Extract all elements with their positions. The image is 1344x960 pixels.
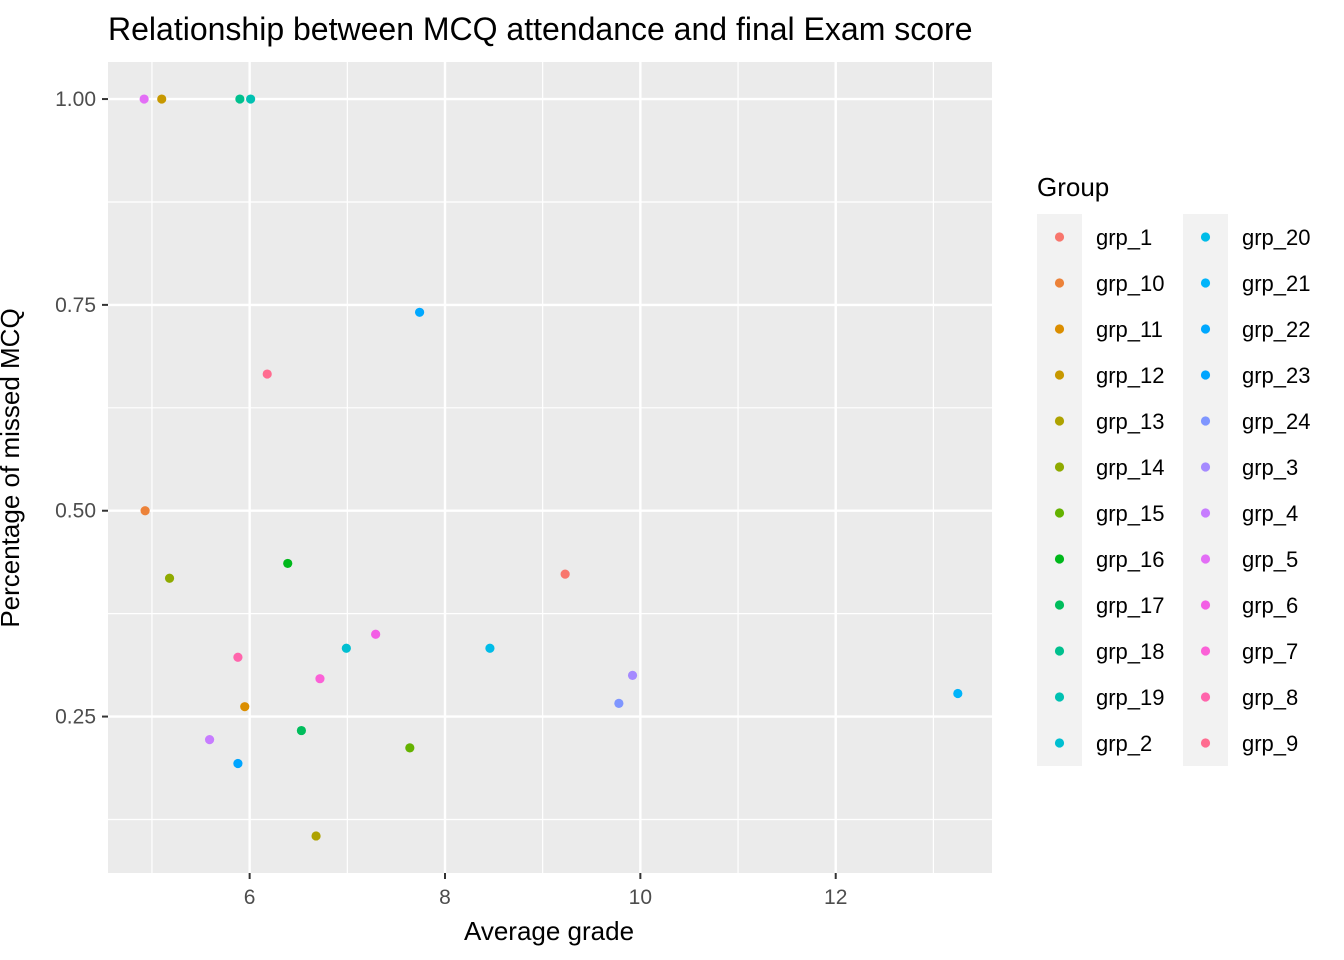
legend-label-grp-12: grp_12 [1096, 363, 1165, 388]
legend-label-grp-16: grp_16 [1096, 547, 1165, 572]
point-grp-1 [560, 569, 570, 579]
legend-key-grp-4 [1200, 508, 1211, 518]
x-axis-title: Average grade [464, 916, 634, 946]
legend-key-grp-17 [1054, 600, 1065, 610]
legend-label-grp-10: grp_10 [1096, 271, 1165, 296]
point-grp-9 [262, 369, 272, 379]
y-tick-label: 0.25 [55, 706, 96, 729]
x-tick-label: 12 [824, 886, 847, 909]
legend-key-grp-16 [1054, 554, 1065, 564]
legend-key-grp-15 [1054, 508, 1065, 518]
legend-key-grp-20 [1200, 232, 1211, 242]
point-grp-11 [240, 702, 250, 712]
point-grp-23 [233, 758, 243, 769]
legend-label-grp-9: grp_9 [1242, 731, 1298, 756]
legend-label-grp-8: grp_8 [1242, 685, 1298, 710]
legend-key-grp-12 [1054, 370, 1065, 380]
legend-key-grp-23 [1200, 370, 1211, 380]
legend-label-grp-4: grp_4 [1242, 501, 1298, 526]
legend-label-grp-17: grp_17 [1096, 593, 1165, 618]
legend-key-grp-7 [1200, 646, 1211, 656]
legend-key-background [1183, 214, 1228, 766]
legend-label-grp-19: grp_19 [1096, 685, 1165, 710]
legend-label-grp-18: grp_18 [1096, 639, 1165, 664]
legend-key-grp-19 [1054, 692, 1065, 702]
point-grp-3 [627, 670, 638, 680]
point-grp-18 [235, 94, 245, 104]
panel-background [108, 62, 992, 873]
data-points [139, 94, 963, 841]
legend-key-grp-6 [1200, 600, 1211, 610]
plot-panel [108, 62, 992, 873]
legend-label-grp-13: grp_13 [1096, 409, 1165, 434]
point-grp-16 [283, 558, 293, 569]
point-grp-4 [204, 735, 215, 745]
legend-label-grp-23: grp_23 [1242, 363, 1311, 388]
y-tick-label: 0.50 [55, 500, 96, 523]
legend-label-grp-3: grp_3 [1242, 455, 1298, 480]
y-tick-label: 1.00 [55, 88, 96, 111]
point-grp-5 [139, 94, 149, 104]
legend-key-grp-2 [1054, 738, 1065, 748]
x-tick-label: 10 [629, 886, 652, 909]
point-grp-20 [485, 643, 495, 653]
legend-label-grp-22: grp_22 [1242, 317, 1311, 342]
chart-title: Relationship between MCQ attendance and … [108, 11, 972, 47]
legend-key-grp-10 [1054, 278, 1065, 288]
legend-label-grp-6: grp_6 [1242, 593, 1298, 618]
point-grp-15 [405, 743, 415, 753]
legend-key-grp-1 [1054, 232, 1065, 242]
point-grp-12 [157, 94, 167, 104]
x-tick-label: 8 [439, 886, 451, 909]
legend-key-grp-21 [1200, 278, 1211, 288]
point-grp-8 [233, 652, 243, 662]
y-tick-label: 0.75 [55, 294, 96, 317]
point-grp-6 [371, 629, 381, 639]
point-grp-2 [341, 643, 351, 653]
point-grp-7 [315, 674, 325, 684]
legend-key-background [1037, 214, 1082, 766]
point-grp-14 [164, 573, 175, 583]
point-grp-13 [311, 831, 321, 841]
x-tick-label: 6 [244, 886, 256, 909]
legend-key-grp-5 [1200, 554, 1211, 564]
x-axis: 6 8 10 12 [244, 873, 847, 909]
legend-label-grp-24: grp_24 [1242, 409, 1311, 434]
y-axis: 0.25 0.50 0.75 1.00 [55, 88, 108, 729]
legend-label-grp-1: grp_1 [1096, 225, 1152, 250]
legend-key-grp-8 [1200, 692, 1211, 702]
point-grp-17 [296, 725, 307, 736]
legend-key-grp-3 [1200, 462, 1211, 472]
legend-label-grp-20: grp_20 [1242, 225, 1311, 250]
point-grp-10 [140, 506, 150, 516]
legend-label-grp-21: grp_21 [1242, 271, 1311, 296]
legend: Group grp_1 grp_10 grp_11 grp_12 grp_13 grp_1… [1037, 172, 1311, 766]
y-axis-title: Percentage of missed MCQ [0, 308, 25, 627]
legend-key-grp-18 [1054, 646, 1065, 656]
legend-key-grp-9 [1200, 738, 1211, 748]
legend-label-grp-11: grp_11 [1096, 317, 1163, 342]
point-grp-24 [614, 698, 624, 708]
legend-label-grp-15: grp_15 [1096, 501, 1165, 526]
legend-key-grp-11 [1054, 324, 1065, 334]
legend-label-grp-2: grp_2 [1096, 731, 1152, 756]
legend-label-grp-14: grp_14 [1096, 455, 1165, 480]
point-grp-22 [414, 307, 425, 317]
legend-label-grp-7: grp_7 [1242, 639, 1298, 664]
point-grp-21 [953, 688, 963, 699]
legend-key-grp-24 [1200, 416, 1211, 426]
legend-key-grp-14 [1054, 462, 1065, 472]
legend-title: Group [1037, 172, 1109, 202]
point-grp-19 [246, 94, 256, 104]
legend-label-grp-5: grp_5 [1242, 547, 1298, 572]
legend-key-grp-22 [1200, 324, 1211, 334]
legend-key-grp-13 [1054, 416, 1065, 426]
